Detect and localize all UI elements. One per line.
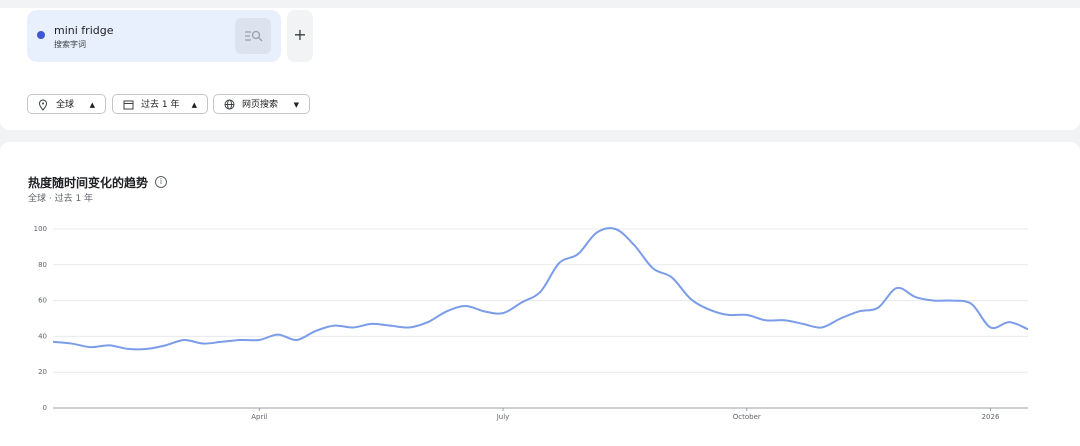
term-subtitle: 搜索字词 xyxy=(54,40,86,49)
filter-label: 全球 xyxy=(56,100,75,110)
filter-label: 过去 1 年 xyxy=(141,100,180,110)
x-tick-label: 2026 xyxy=(982,413,1000,421)
arrow: ▲ xyxy=(191,101,197,109)
calendar-icon xyxy=(123,100,134,110)
arrow: ▼ xyxy=(293,101,299,109)
add-term-button[interactable]: + xyxy=(287,10,313,62)
y-tick-label: 100 xyxy=(34,225,47,233)
y-tick-label: 0 xyxy=(43,404,47,412)
y-tick-label: 60 xyxy=(38,297,47,305)
chart-subtitle: 全球 · 过去 1 年 xyxy=(28,194,94,204)
globe-icon xyxy=(224,99,235,110)
x-tick-label: April xyxy=(251,413,267,421)
chart-panel xyxy=(0,142,1080,446)
term-color-dot xyxy=(37,31,45,39)
pin-icon xyxy=(38,99,48,111)
trend-line xyxy=(52,227,1029,351)
info-icon[interactable]: i xyxy=(155,176,167,188)
y-tick-label: 80 xyxy=(38,261,47,269)
term-name: mini fridge xyxy=(54,24,114,37)
property-filter[interactable]: 网页搜索 ▼ xyxy=(213,94,310,114)
search-term-card[interactable]: mini fridge 搜索字词 xyxy=(27,10,281,62)
time-filter[interactable]: 过去 1 年 ▲ xyxy=(112,94,208,114)
x-tick-label: July xyxy=(496,413,510,421)
region-filter[interactable]: 全球 ▲ xyxy=(27,94,106,114)
y-tick-label: 20 xyxy=(38,368,47,376)
compare-icon-button[interactable] xyxy=(235,18,271,54)
icon xyxy=(245,30,263,42)
y-tick-label: 40 xyxy=(38,332,47,340)
filter-label: 网页搜索 xyxy=(242,100,279,110)
x-tick-label: October xyxy=(733,413,761,421)
chart-title: 热度随时间变化的趋势 xyxy=(28,176,149,190)
arrow: ▲ xyxy=(89,101,95,109)
